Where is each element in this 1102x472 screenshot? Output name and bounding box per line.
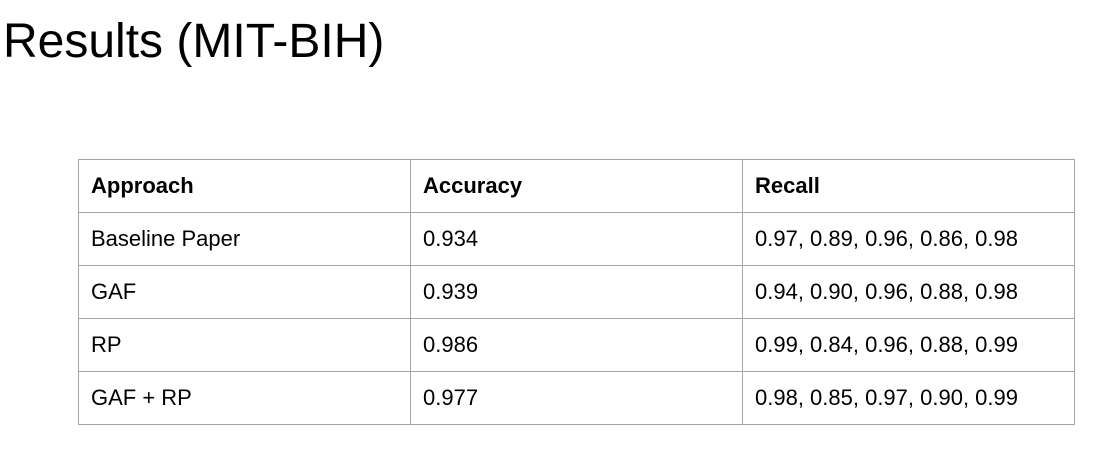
accuracy-cell: 0.977 [410,371,743,425]
recall-cell: 0.99, 0.84, 0.96, 0.88, 0.99 [742,318,1075,372]
approach-cell: Baseline Paper [78,212,411,266]
table-row: GAF + RP 0.977 0.98, 0.85, 0.97, 0.90, 0… [78,371,1075,425]
recall-cell: 0.98, 0.85, 0.97, 0.90, 0.99 [742,371,1075,425]
table-row: Baseline Paper 0.934 0.97, 0.89, 0.96, 0… [78,212,1075,266]
accuracy-cell: 0.939 [410,265,743,319]
recall-cell: 0.94, 0.90, 0.96, 0.88, 0.98 [742,265,1075,319]
approach-cell: GAF [78,265,411,319]
approach-cell: GAF + RP [78,371,411,425]
accuracy-cell: 0.934 [410,212,743,266]
column-header-approach: Approach [78,159,411,213]
table-header-row: Approach Accuracy Recall [78,159,1075,213]
column-header-recall: Recall [742,159,1075,213]
table-row: GAF 0.939 0.94, 0.90, 0.96, 0.88, 0.98 [78,265,1075,319]
approach-cell: RP [78,318,411,372]
table-row: RP 0.986 0.99, 0.84, 0.96, 0.88, 0.99 [78,318,1075,372]
recall-cell: 0.97, 0.89, 0.96, 0.86, 0.98 [742,212,1075,266]
results-table: Approach Accuracy Recall Baseline Paper … [78,159,1075,425]
page-title: Results (MIT-BIH) [3,15,385,68]
accuracy-cell: 0.986 [410,318,743,372]
column-header-accuracy: Accuracy [410,159,743,213]
